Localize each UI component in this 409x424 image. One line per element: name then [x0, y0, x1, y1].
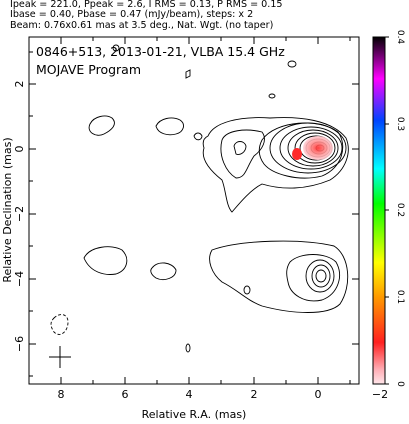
- x-tick-label: 6: [122, 388, 129, 401]
- upper-source-contours: [202, 117, 349, 213]
- x-tick-label: 4: [186, 388, 193, 401]
- contour-blob-lower-left: [83, 246, 128, 275]
- x-tick-marks: [60, 37, 351, 384]
- plot-title: 0846+513, 2013-01-21, VLBA 15.4 GHz: [36, 44, 285, 59]
- header-line-3: Beam: 0.76x0.61 mas at 3.5 deg., Nat. Wg…: [10, 19, 274, 31]
- y-tick-label: 2: [13, 81, 26, 88]
- header-line-2: Ibase = 0.40, Pbase = 0.47 (mJy/beam), s…: [10, 9, 254, 21]
- y-tick-label: −2: [13, 206, 26, 222]
- plot-subtitle: MOJAVE Program: [36, 62, 141, 77]
- core-emission-fill: [303, 136, 333, 160]
- y-tick-marks: [29, 51, 359, 377]
- colorbar-tick-label: 0.3: [395, 117, 405, 131]
- colorbar-tick-label: 0.1: [395, 290, 405, 304]
- colorbar-tick-label: 0: [395, 381, 405, 387]
- x-tick-label: 8: [58, 388, 65, 401]
- x-tick-label: 2: [251, 388, 258, 401]
- x-tick-label: 0: [315, 388, 322, 401]
- x-axis-label: Relative R.A. (mas): [142, 408, 247, 421]
- y-tick-label: −6: [13, 336, 26, 352]
- contour-blob-small: [268, 93, 276, 99]
- contour-blob-upper-mid: [155, 117, 184, 136]
- y-tick-label: 0: [13, 146, 26, 153]
- plot-frame: [28, 36, 360, 385]
- contour-blob-upper-left: [88, 115, 115, 136]
- contour-blob-small: [287, 60, 297, 68]
- colorbar-ticks: [385, 36, 389, 385]
- contour-blob-small: [185, 343, 191, 353]
- header-line-1: Ipeak = 221.0, Ppeak = 2.6, I RMS = 0.13…: [10, 0, 283, 10]
- negative-contour: [50, 314, 69, 335]
- y-axis-label: Relative Declination (mas): [1, 137, 14, 282]
- colorbar-tick-label: 0.4: [395, 30, 405, 45]
- contour-blob-lower-mid: [150, 262, 177, 281]
- contour-blob-small: [112, 44, 120, 52]
- contour-blob-small: [193, 132, 203, 141]
- header-info: Ipeak = 221.0, Ppeak = 2.6, I RMS = 0.13…: [10, 0, 409, 31]
- polarized-spot: [292, 148, 302, 160]
- colorbar: [372, 36, 386, 385]
- x-tick-label: −2: [372, 388, 388, 401]
- contour-blob-small: [243, 285, 251, 295]
- lower-source-contours: [209, 240, 349, 313]
- y-tick-label: −4: [13, 271, 26, 287]
- beam-marker: [49, 346, 71, 368]
- colorbar-tick-label: 0.2: [395, 203, 405, 217]
- contour-blob-small: [185, 69, 191, 79]
